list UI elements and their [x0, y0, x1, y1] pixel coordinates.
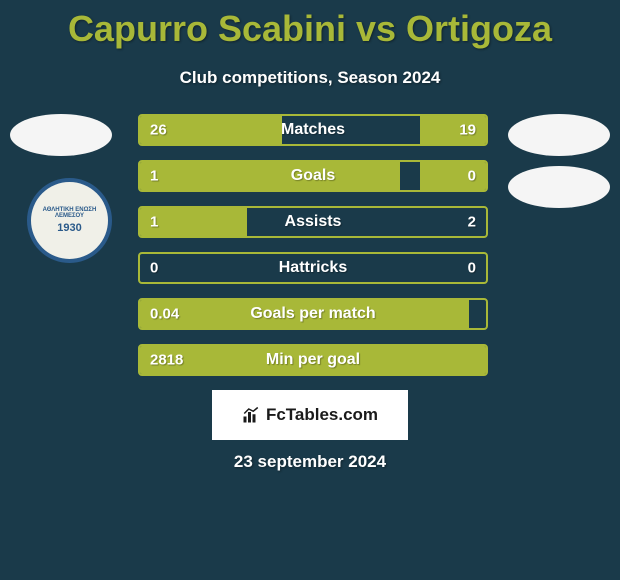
- chart-icon: [242, 406, 260, 424]
- stat-row: 0.04Goals per match: [138, 298, 488, 330]
- fctables-logo: FcTables.com: [212, 390, 408, 440]
- stat-row: 2818Min per goal: [138, 344, 488, 376]
- date-label: 23 september 2024: [0, 452, 620, 472]
- player-right-photo-2: [508, 166, 610, 208]
- stat-value-right: 0: [468, 260, 476, 277]
- stat-value-right: 2: [468, 214, 476, 231]
- stat-label: Hattricks: [140, 259, 486, 277]
- page-title: Capurro Scabini vs Ortigoza: [0, 0, 620, 50]
- stat-row: 1Goals0: [138, 160, 488, 192]
- stat-label: Min per goal: [140, 351, 486, 369]
- logo-text: FcTables.com: [266, 405, 378, 425]
- stat-label: Matches: [140, 121, 486, 139]
- stat-value-right: 0: [468, 168, 476, 185]
- player-left-photo: [10, 114, 112, 156]
- subtitle: Club competitions, Season 2024: [0, 68, 620, 88]
- badge-text: ΑΘΛΗΤΙΚΗ ΕΝΩΣΗ ΛΕΜΕΣΟΥ 1930: [31, 207, 108, 234]
- badge-year: 1930: [31, 222, 108, 234]
- stat-label: Goals: [140, 167, 486, 185]
- stat-label: Goals per match: [140, 305, 486, 323]
- badge-top-text: ΑΘΛΗΤΙΚΗ ΕΝΩΣΗ ΛΕΜΕΣΟΥ: [31, 207, 108, 220]
- club-badge: ΑΘΛΗΤΙΚΗ ΕΝΩΣΗ ΛΕΜΕΣΟΥ 1930: [27, 178, 112, 263]
- stat-row: 1Assists2: [138, 206, 488, 238]
- stat-value-right: 19: [459, 122, 476, 139]
- player-right-photo-1: [508, 114, 610, 156]
- stat-bars: 26Matches191Goals01Assists20Hattricks00.…: [138, 114, 488, 390]
- stat-row: 0Hattricks0: [138, 252, 488, 284]
- stat-label: Assists: [140, 213, 486, 231]
- stat-row: 26Matches19: [138, 114, 488, 146]
